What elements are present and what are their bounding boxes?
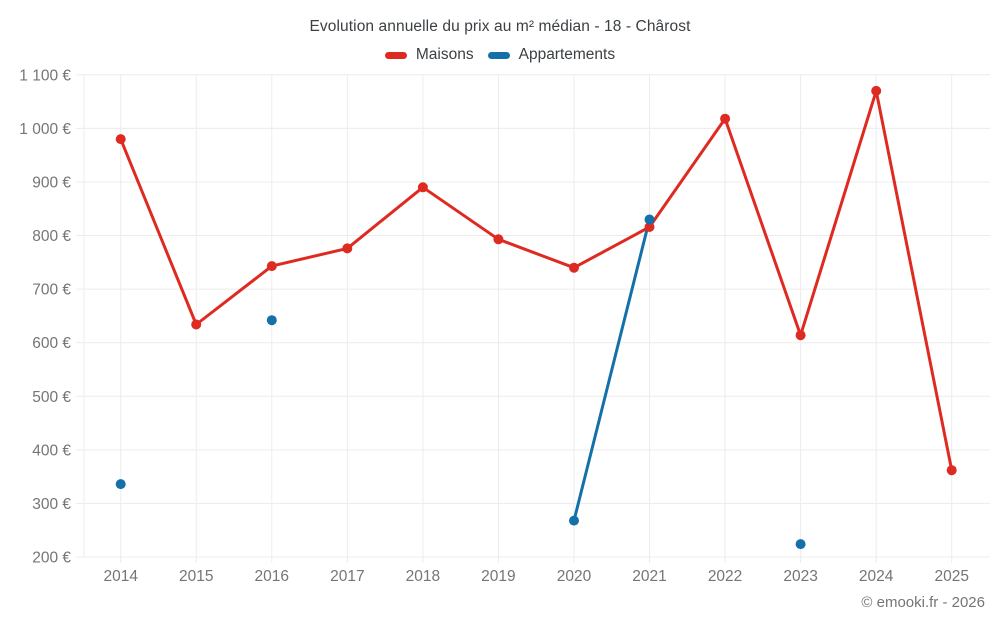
legend-label-maisons: Maisons xyxy=(415,46,474,63)
svg-text:2021: 2021 xyxy=(632,568,666,585)
chart-title: Evolution annuelle du prix au m² médian … xyxy=(309,18,691,35)
svg-text:2015: 2015 xyxy=(179,568,213,585)
svg-text:800 €: 800 € xyxy=(32,228,71,245)
svg-text:2023: 2023 xyxy=(783,568,817,585)
legend: Maisons Appartements xyxy=(0,46,1000,64)
copyright: © emooki.fr - 2026 xyxy=(861,594,985,611)
svg-text:1 100 €: 1 100 € xyxy=(19,67,71,84)
legend-label-appartements: Appartements xyxy=(518,46,616,63)
svg-text:200 €: 200 € xyxy=(32,550,71,567)
svg-text:2014: 2014 xyxy=(103,568,138,585)
svg-text:2019: 2019 xyxy=(481,568,515,585)
svg-text:900 €: 900 € xyxy=(32,174,71,191)
svg-text:500 €: 500 € xyxy=(32,389,71,406)
svg-text:1 000 €: 1 000 € xyxy=(19,121,71,138)
svg-text:2020: 2020 xyxy=(557,568,592,585)
legend-swatch-maisons xyxy=(384,51,407,59)
legend-item-appartements[interactable]: Appartements xyxy=(487,46,616,64)
svg-text:300 €: 300 € xyxy=(32,496,71,513)
svg-text:2016: 2016 xyxy=(255,568,289,585)
svg-text:700 €: 700 € xyxy=(32,282,71,299)
svg-text:2018: 2018 xyxy=(406,568,440,585)
svg-text:2025: 2025 xyxy=(934,568,968,585)
svg-text:2022: 2022 xyxy=(708,568,742,585)
svg-text:2017: 2017 xyxy=(330,568,364,585)
svg-text:600 €: 600 € xyxy=(32,335,71,352)
legend-swatch-appartements xyxy=(487,51,510,59)
svg-text:400 €: 400 € xyxy=(32,442,71,459)
legend-item-maisons[interactable]: Maisons xyxy=(384,46,474,64)
svg-text:2024: 2024 xyxy=(859,568,894,585)
